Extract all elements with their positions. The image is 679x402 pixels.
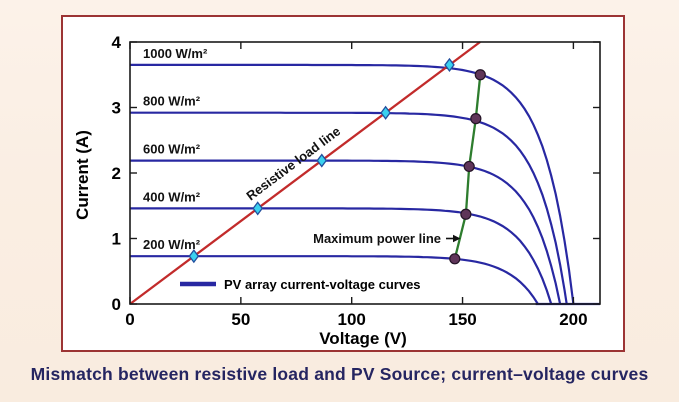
y-tick-label: 3 [112, 99, 121, 118]
x-tick-label: 0 [125, 310, 134, 329]
operating-point-marker [188, 249, 200, 264]
legend: PV array current-voltage curves [180, 277, 421, 292]
pv-curve [130, 159, 562, 305]
x-axis-label: Voltage (V) [319, 329, 407, 348]
operating-point-marker [316, 153, 328, 168]
curve-label: 800 W/m² [143, 94, 201, 109]
curve-label: 400 W/m² [143, 189, 201, 204]
mpp-marker [470, 113, 482, 125]
x-tick-label: 150 [448, 310, 476, 329]
plot-box [129, 41, 601, 305]
mpp-markers [449, 69, 486, 265]
y-tick-label: 2 [112, 164, 121, 183]
pv-curve [130, 207, 553, 305]
legend-label: PV array current-voltage curves [224, 277, 421, 292]
load-line [129, 41, 481, 305]
x-tick-label: 200 [559, 310, 587, 329]
curve-label: 200 W/m² [143, 237, 201, 252]
operating-point-marker [252, 201, 264, 216]
x-tick-label: 50 [231, 310, 250, 329]
y-tick-label: 0 [112, 295, 121, 314]
mpp-label: Maximum power line [313, 231, 441, 246]
y-axis-label: Current (A) [73, 130, 92, 220]
pv-curve [130, 63, 575, 305]
y-tick-label: 4 [112, 33, 122, 52]
load-line-label: Resistive load line [243, 123, 343, 203]
pv-curve [130, 111, 568, 305]
figure-caption: Mismatch between resistive load and PV S… [30, 364, 649, 384]
mpp-marker [474, 69, 486, 81]
curve-label: 600 W/m² [143, 142, 201, 157]
operating-point-marker [380, 105, 391, 120]
mpp-marker [460, 208, 472, 220]
curve-label: 1000 W/m² [143, 46, 208, 61]
y-tick-label: 1 [112, 230, 121, 249]
mpp-arrow-head [453, 234, 461, 243]
plot-box-and-ticks [129, 41, 601, 305]
iv-chart: 0 50 100 150 200 0 1 2 3 4 1000 W/m² 800 W/m² 600 W… [73, 33, 601, 348]
mpp-annotation: Maximum power line [313, 231, 461, 246]
operating-point-marker [444, 57, 455, 73]
resistive-load-line [129, 41, 481, 305]
curve-labels: 1000 W/m² 800 W/m² 600 W/m² 400 W/m² 200 W/m… [143, 46, 208, 252]
tick-labels: 0 50 100 150 200 0 1 2 3 4 [112, 33, 588, 329]
chart-panel: 0 50 100 150 200 0 1 2 3 4 1000 W/m² 800 W/m² 600 W… [61, 15, 625, 352]
mpp-marker [449, 253, 461, 265]
x-tick-label: 100 [338, 310, 366, 329]
operating-point-markers [188, 57, 455, 264]
mpp-marker [463, 160, 475, 173]
